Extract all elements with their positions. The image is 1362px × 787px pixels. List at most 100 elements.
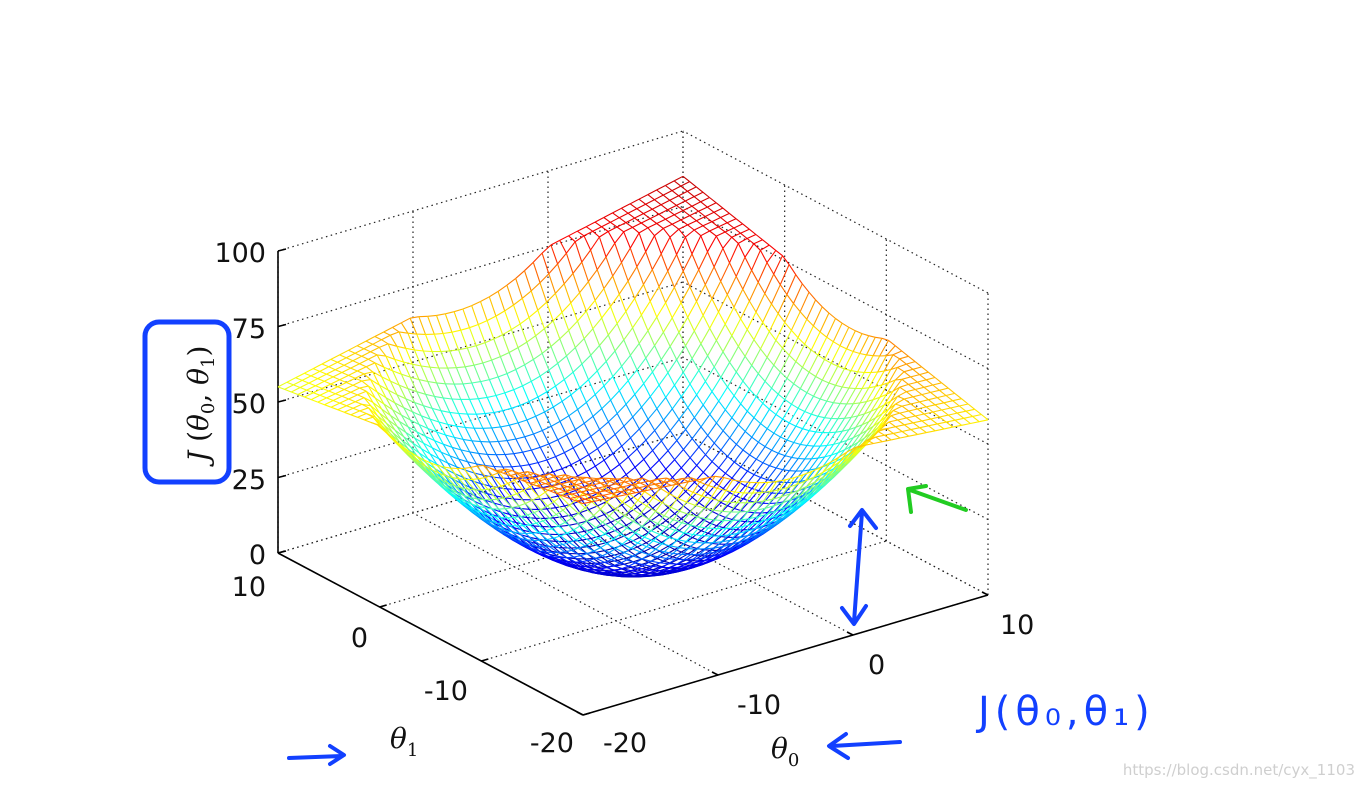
- surface-mesh-line: [511, 465, 521, 468]
- surface-mesh-line: [908, 383, 916, 390]
- surface-mesh-line: [744, 417, 755, 432]
- surface-mesh-line: [624, 552, 634, 557]
- surface-mesh-line: [958, 405, 967, 412]
- surface-mesh-line: [618, 390, 627, 405]
- surface-mesh-line: [594, 459, 605, 467]
- surface-mesh-line: [593, 547, 601, 552]
- surface-mesh-line: [747, 509, 757, 512]
- surface-mesh-line: [442, 443, 451, 457]
- surface-mesh-line: [566, 429, 576, 436]
- surface-mesh-line: [474, 500, 484, 506]
- surface-mesh-line: [679, 540, 687, 549]
- surface-mesh-line: [489, 290, 499, 298]
- surface-mesh-line: [846, 446, 857, 453]
- surface-mesh-line: [460, 399, 469, 415]
- surface-mesh-line: [590, 345, 600, 356]
- surface-mesh-line: [546, 391, 554, 408]
- surface-mesh-line: [837, 403, 848, 419]
- surface-mesh-line: [680, 383, 691, 398]
- surface-mesh-line: [620, 262, 629, 282]
- surface-mesh-line: [597, 501, 607, 507]
- surface-mesh-line: [478, 452, 488, 455]
- surface-mesh-line: [644, 560, 652, 566]
- surface-mesh-line: [726, 222, 735, 229]
- surface-mesh-line: [440, 410, 450, 413]
- surface-mesh-line: [500, 477, 510, 480]
- surface-mesh-line: [365, 340, 373, 345]
- surface-mesh-line: [676, 254, 684, 272]
- surface-mesh-line: [577, 512, 588, 522]
- theta1-tick-0: 0: [351, 623, 368, 654]
- surface-mesh-line: [571, 512, 579, 519]
- surface-mesh-line: [612, 207, 622, 214]
- surface-mesh-line: [704, 366, 715, 382]
- surface-mesh-line: [710, 551, 718, 558]
- surface-mesh-line: [453, 308, 464, 313]
- surface-mesh-line: [595, 492, 604, 496]
- surface-mesh-line: [681, 548, 689, 555]
- surface-mesh-line: [571, 517, 581, 527]
- surface-mesh-line: [597, 448, 605, 461]
- surface-mesh-line: [724, 409, 733, 419]
- surface-mesh-line: [689, 510, 698, 517]
- surface-mesh-line: [840, 454, 850, 462]
- surface-mesh-line: [816, 475, 826, 482]
- surface-mesh-line: [476, 342, 486, 347]
- surface-mesh-line: [773, 496, 782, 507]
- surface-mesh-line: [740, 466, 748, 472]
- surface-mesh-line: [866, 439, 874, 444]
- surface-mesh-line: [917, 379, 927, 383]
- surface-mesh-line: [660, 253, 669, 272]
- surface-mesh-line: [747, 470, 755, 476]
- surface-mesh-line: [482, 474, 491, 487]
- surface-mesh-line: [615, 569, 625, 574]
- surface-mesh-line: [691, 438, 700, 448]
- surface-mesh-line: [436, 431, 446, 436]
- surface-mesh-line: [821, 306, 830, 314]
- surface-mesh-line: [379, 412, 389, 421]
- surface-mesh-line: [731, 335, 739, 347]
- surface-mesh-line: [669, 346, 678, 360]
- surface-mesh-line: [660, 440, 669, 452]
- surface-mesh-line: [875, 404, 885, 419]
- surface-mesh-line: [752, 482, 760, 494]
- theta0-tick-mark: [846, 631, 854, 636]
- surface-mesh-line: [634, 458, 645, 468]
- surface-mesh-line: [726, 218, 737, 224]
- surface-mesh-line: [584, 558, 592, 564]
- surface-mesh-line: [359, 358, 369, 365]
- surface-mesh-line: [484, 338, 495, 344]
- surface-mesh-line: [639, 482, 648, 487]
- surface-mesh-line: [508, 352, 517, 370]
- surface-mesh-line: [600, 547, 610, 553]
- surface-mesh-line: [480, 381, 488, 398]
- z-tick-25: 25: [232, 465, 266, 496]
- surface-mesh-line: [401, 414, 411, 421]
- surface-mesh-line: [672, 551, 682, 558]
- surface-mesh-line: [590, 538, 599, 546]
- surface-mesh-line: [815, 299, 823, 308]
- surface-mesh-line: [291, 387, 301, 393]
- surface-mesh-line: [629, 198, 640, 205]
- surface-mesh-line: [498, 472, 509, 484]
- surface-mesh-line: [538, 530, 546, 533]
- surface-mesh-line: [558, 486, 568, 490]
- surface-mesh-line: [524, 358, 534, 366]
- surface-mesh-line: [609, 478, 619, 482]
- surface-mesh-line: [427, 427, 437, 433]
- surface-mesh-line: [879, 393, 887, 398]
- surface-mesh-line: [663, 419, 671, 431]
- surface-mesh-line: [603, 453, 614, 461]
- surface-mesh-line: [515, 278, 523, 299]
- surface-mesh-line: [612, 262, 622, 277]
- surface-mesh-line: [698, 355, 709, 371]
- surface-mesh-line: [491, 474, 502, 487]
- surface-mesh-line: [652, 500, 662, 509]
- surface-mesh-line: [800, 489, 810, 496]
- surface-mesh-line: [895, 378, 902, 381]
- surface-mesh-line: [524, 364, 532, 382]
- surface-mesh-line: [639, 571, 649, 574]
- surface-mesh-line: [815, 359, 825, 377]
- surface-mesh-line: [657, 556, 667, 559]
- surface-mesh-line: [652, 562, 660, 567]
